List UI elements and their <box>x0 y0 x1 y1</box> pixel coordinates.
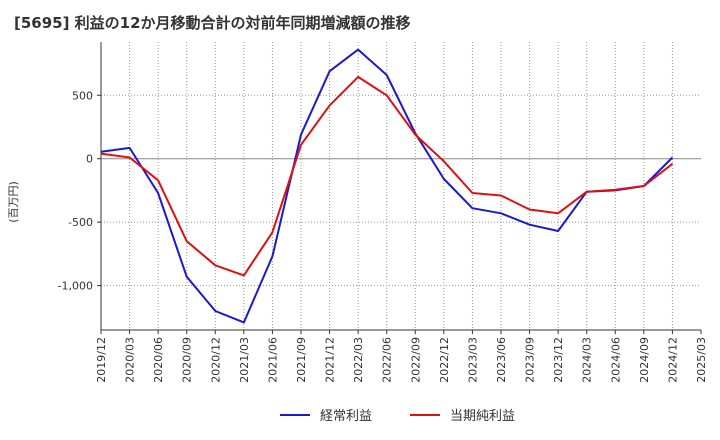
series-layer <box>100 48 674 324</box>
y-tick-label: -500 <box>68 216 93 229</box>
x-tick-label: 2020/06 <box>152 337 165 383</box>
y-tick-label: 0 <box>86 153 93 166</box>
x-tick-label: 2024/06 <box>609 337 622 383</box>
y-tick-label: 500 <box>72 89 93 102</box>
x-tick-label: 2023/03 <box>466 337 479 383</box>
x-tick-labels: 2019/12 2020/03 2020/06 2020/09 2020/12 2021/… <box>95 330 708 383</box>
x-tick-label: 2024/09 <box>638 337 651 383</box>
x-tick-label: 2022/12 <box>438 337 451 383</box>
x-tick-label: 2022/09 <box>409 337 422 383</box>
x-tick-label: 2024/12 <box>666 337 679 383</box>
grid-layer <box>101 42 701 330</box>
axes-layer <box>100 42 701 331</box>
x-tick-label: 2021/12 <box>324 337 337 383</box>
x-tick-label: 2023/12 <box>552 337 565 383</box>
legend-label: 当期純利益 <box>450 409 515 424</box>
x-tick-label: 2021/06 <box>266 337 279 383</box>
chart-title: [5695] 利益の12か月移動合計の対前年同期増減額の推移 <box>14 14 411 32</box>
x-tick-label: 2023/06 <box>495 337 508 383</box>
x-tick-label: 2022/03 <box>352 337 365 383</box>
x-tick-label: 2021/03 <box>238 337 251 383</box>
series-line-2 <box>100 75 674 277</box>
y-tick-labels: 500 0 -500 -1,000 <box>58 89 101 293</box>
x-tick-label: 2021/09 <box>295 337 308 383</box>
x-tick-label: 2025/03 <box>695 337 708 383</box>
x-tick-label: 2020/09 <box>181 337 194 383</box>
y-tick-label: -1,000 <box>58 280 93 293</box>
x-tick-label: 2024/03 <box>581 337 594 383</box>
x-tick-label: 2023/09 <box>524 337 537 383</box>
y-axis-label: (百万円) <box>7 181 20 223</box>
legend: 経常利益 当期純利益 <box>280 409 515 424</box>
series-line-1 <box>100 48 674 324</box>
x-tick-label: 2020/03 <box>124 337 137 383</box>
x-tick-label: 2019/12 <box>95 337 108 383</box>
legend-label: 経常利益 <box>320 409 372 424</box>
x-tick-label: 2022/06 <box>381 337 394 383</box>
x-tick-label: 2020/12 <box>209 337 222 383</box>
